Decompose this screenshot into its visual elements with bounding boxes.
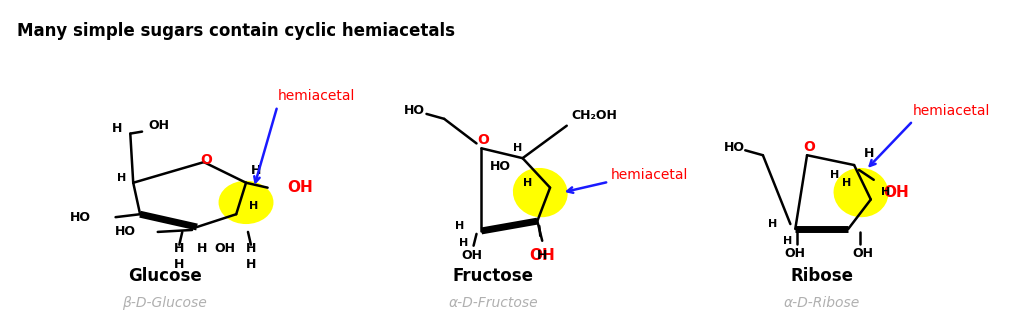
Text: H: H <box>841 178 850 188</box>
Text: OH: OH <box>852 247 874 260</box>
Ellipse shape <box>513 168 568 217</box>
Text: H: H <box>117 173 126 183</box>
Text: H: H <box>249 201 259 211</box>
Text: CH₂OH: CH₂OH <box>572 110 617 122</box>
Text: H: H <box>830 170 839 180</box>
Text: H: H <box>460 238 469 248</box>
Text: H: H <box>245 258 257 271</box>
Ellipse shape <box>833 168 889 217</box>
Text: H: H <box>174 258 185 271</box>
Text: α-D-Fructose: α-D-Fructose <box>448 296 538 310</box>
Text: HO: HO <box>404 104 424 118</box>
Text: HO: HO <box>70 211 91 224</box>
Text: Glucose: Glucose <box>127 267 201 285</box>
Text: Ribose: Ribose <box>790 267 853 285</box>
Text: hemiacetal: hemiacetal <box>913 104 991 118</box>
Text: O: O <box>803 140 815 154</box>
Text: OH: OH <box>147 119 169 132</box>
Text: H: H <box>174 242 185 255</box>
Text: H: H <box>513 143 522 153</box>
Text: β-D-Glucose: β-D-Glucose <box>122 296 207 310</box>
Text: HO: HO <box>490 160 511 172</box>
Text: H: H <box>523 178 532 188</box>
Text: hemiacetal: hemiacetal <box>278 89 355 103</box>
Text: OH: OH <box>287 180 313 195</box>
Text: H: H <box>112 122 122 135</box>
Text: α-D-Ribose: α-D-Ribose <box>784 296 860 310</box>
Text: H: H <box>197 242 207 255</box>
Text: O: O <box>200 153 212 167</box>
Text: OH: OH <box>785 247 806 260</box>
Text: H: H <box>864 147 875 160</box>
Text: hemiacetal: hemiacetal <box>611 168 688 182</box>
Text: Many simple sugars contain cyclic hemiacetals: Many simple sugars contain cyclic hemiac… <box>17 23 456 40</box>
Text: H: H <box>769 219 778 229</box>
Text: Fructose: Fructose <box>452 267 533 285</box>
Ellipse shape <box>218 181 274 224</box>
Text: OH: OH <box>529 248 556 263</box>
Text: H: H <box>250 164 262 177</box>
Text: OH: OH <box>462 249 482 262</box>
Text: H: H <box>537 249 547 262</box>
Text: HO: HO <box>724 141 745 154</box>
Text: HO: HO <box>115 225 136 239</box>
Text: H: H <box>456 221 465 231</box>
Text: H: H <box>881 186 890 197</box>
Text: OH: OH <box>884 185 909 200</box>
Text: O: O <box>478 133 489 148</box>
Text: H: H <box>245 242 257 255</box>
Text: OH: OH <box>214 242 235 255</box>
Text: H: H <box>783 236 792 246</box>
